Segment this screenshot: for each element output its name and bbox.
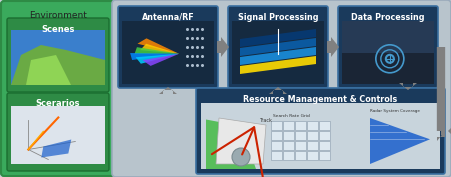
Polygon shape — [448, 122, 451, 140]
FancyBboxPatch shape — [232, 21, 324, 84]
FancyBboxPatch shape — [283, 141, 294, 150]
Text: Search Rate Grid: Search Rate Grid — [272, 114, 309, 118]
Polygon shape — [130, 53, 179, 60]
Polygon shape — [140, 44, 179, 54]
Polygon shape — [136, 54, 179, 64]
FancyBboxPatch shape — [319, 131, 330, 140]
FancyBboxPatch shape — [11, 106, 105, 164]
Text: Scenes: Scenes — [41, 24, 75, 33]
FancyBboxPatch shape — [319, 121, 330, 130]
Polygon shape — [240, 47, 316, 65]
Text: Environment: Environment — [29, 12, 87, 21]
FancyBboxPatch shape — [295, 151, 306, 160]
Polygon shape — [143, 54, 179, 66]
FancyBboxPatch shape — [338, 6, 438, 88]
FancyBboxPatch shape — [1, 1, 115, 176]
Polygon shape — [269, 87, 287, 94]
FancyBboxPatch shape — [307, 121, 318, 130]
FancyBboxPatch shape — [7, 18, 109, 92]
FancyBboxPatch shape — [118, 6, 218, 88]
Polygon shape — [138, 38, 179, 54]
Polygon shape — [26, 55, 71, 85]
FancyBboxPatch shape — [342, 21, 434, 84]
FancyBboxPatch shape — [307, 131, 318, 140]
FancyBboxPatch shape — [271, 151, 282, 160]
Polygon shape — [159, 87, 177, 94]
Polygon shape — [370, 118, 430, 164]
FancyBboxPatch shape — [295, 141, 306, 150]
FancyBboxPatch shape — [319, 151, 330, 160]
FancyBboxPatch shape — [307, 141, 318, 150]
Circle shape — [232, 148, 250, 166]
Text: Data Processing: Data Processing — [351, 13, 425, 21]
Polygon shape — [216, 118, 266, 164]
Text: Scerarios: Scerarios — [36, 99, 80, 109]
Text: Resource Management & Controls: Resource Management & Controls — [244, 95, 398, 104]
FancyBboxPatch shape — [201, 103, 440, 169]
Polygon shape — [342, 21, 434, 53]
Polygon shape — [41, 139, 71, 158]
Polygon shape — [11, 45, 105, 85]
Polygon shape — [240, 29, 316, 47]
FancyBboxPatch shape — [295, 121, 306, 130]
Text: Antenna/RF: Antenna/RF — [142, 13, 194, 21]
Polygon shape — [217, 37, 229, 57]
Text: Track: Track — [259, 118, 272, 124]
FancyBboxPatch shape — [271, 121, 282, 130]
FancyBboxPatch shape — [112, 0, 451, 177]
FancyBboxPatch shape — [196, 88, 445, 174]
Polygon shape — [399, 83, 417, 90]
FancyBboxPatch shape — [295, 131, 306, 140]
FancyBboxPatch shape — [283, 131, 294, 140]
Polygon shape — [240, 56, 316, 74]
Polygon shape — [327, 37, 339, 57]
Polygon shape — [206, 119, 256, 169]
FancyBboxPatch shape — [7, 93, 109, 171]
Polygon shape — [134, 47, 179, 54]
Polygon shape — [437, 121, 445, 141]
FancyBboxPatch shape — [122, 21, 214, 84]
FancyBboxPatch shape — [271, 131, 282, 140]
Text: Radar System Coverage: Radar System Coverage — [370, 109, 420, 113]
FancyBboxPatch shape — [319, 141, 330, 150]
Polygon shape — [240, 38, 316, 56]
FancyBboxPatch shape — [11, 30, 105, 85]
FancyBboxPatch shape — [283, 151, 294, 160]
FancyBboxPatch shape — [271, 141, 282, 150]
FancyBboxPatch shape — [283, 121, 294, 130]
FancyBboxPatch shape — [228, 6, 328, 88]
FancyBboxPatch shape — [307, 151, 318, 160]
Text: Signal Processing: Signal Processing — [238, 13, 318, 21]
